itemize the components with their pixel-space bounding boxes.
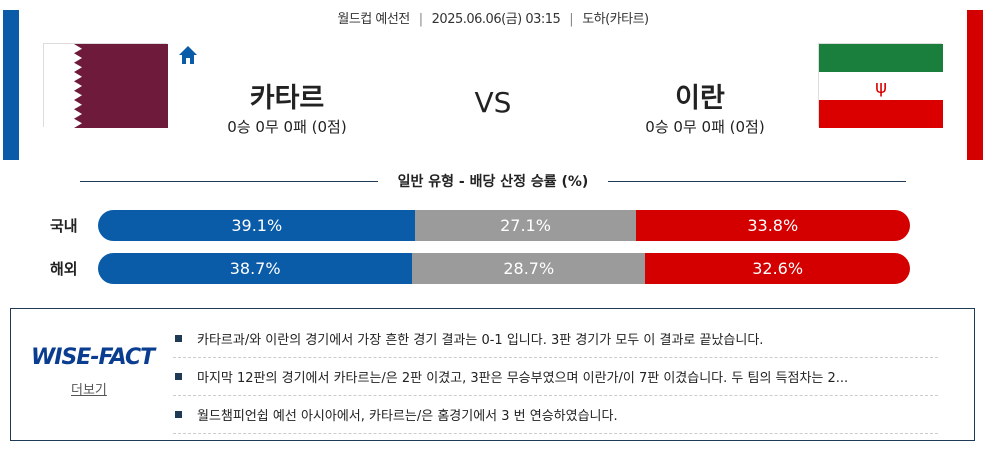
vs-label: VS — [474, 86, 512, 119]
divider — [608, 180, 906, 182]
fact-item: 카타르과/와 이란의 경기에서 가장 흔한 경기 결과는 0-1 입니다. 3판… — [173, 320, 938, 358]
bullet-icon — [175, 373, 182, 380]
fact-item: 마지막 12판의 경기에서 카타르는/은 2판 이겼고, 3판은 무승부였으며 … — [173, 358, 938, 396]
more-link[interactable]: 더보기 — [71, 383, 107, 398]
odds-bar: 38.7% 28.7% 32.6% — [98, 253, 910, 284]
fact-text: 월드챔피언쉽 예선 아시아에서, 카타르는/은 홈경기에서 3 번 연승하였습니… — [197, 409, 618, 424]
away-team-color-bar — [967, 10, 983, 160]
bullet-icon — [175, 335, 182, 342]
fact-item: 월드챔피언쉽 예선 아시아에서, 카타르는/은 홈경기에서 3 번 연승하였습니… — [173, 396, 938, 434]
home-team-color-bar — [3, 10, 19, 160]
venue: 도하(카타르) — [582, 12, 649, 27]
odds-section-header: 일반 유형 - 배당 산정 승률 (%) — [80, 171, 906, 191]
odds-row-domestic: 국내 39.1% 27.1% 33.8% — [50, 210, 910, 241]
fact-text: 카타르과/와 이란의 경기에서 가장 흔한 경기 결과는 0-1 입니다. 3판… — [197, 333, 764, 348]
home-win-segment: 38.7% — [98, 253, 413, 284]
wise-fact-logo: WISE-FACT — [31, 345, 155, 370]
home-team-name[interactable]: 카타르 — [249, 83, 325, 114]
odds-bar: 39.1% 27.1% 33.8% — [98, 210, 910, 241]
draw-segment: 28.7% — [412, 253, 646, 284]
home-win-segment: 39.1% — [98, 210, 416, 241]
home-team-record: 0승 0무 0패 (0점) — [227, 118, 347, 136]
away-win-segment: 33.8% — [635, 210, 910, 241]
match-datetime: 2025.06.06(금) 03:15 — [431, 12, 561, 27]
odds-title: 일반 유형 - 배당 산정 승률 (%) — [397, 174, 589, 190]
wise-fact-panel: WISE-FACT 더보기 카타르과/와 이란의 경기에서 가장 흔한 경기 결… — [10, 308, 975, 441]
match-info: 월드컵 예선전 | 2025.06.06(금) 03:15 | 도하(카타르) — [337, 12, 649, 27]
home-icon — [178, 45, 198, 70]
away-win-segment: 32.6% — [645, 253, 910, 284]
divider — [80, 180, 378, 182]
qatar-flag — [43, 43, 168, 128]
away-team-record: 0승 0무 0패 (0점) — [645, 118, 765, 136]
fact-text: 마지막 12판의 경기에서 카타르는/은 2판 이겼고, 3판은 무승부였으며 … — [197, 371, 849, 386]
odds-row-overseas: 해외 38.7% 28.7% 32.6% — [50, 253, 910, 284]
iran-flag: ψ — [818, 43, 943, 128]
competition: 월드컵 예선전 — [337, 12, 410, 27]
bullet-icon — [175, 411, 182, 418]
draw-segment: 27.1% — [415, 210, 636, 241]
odds-row-label: 해외 — [50, 260, 78, 278]
svg-text:ψ: ψ — [875, 77, 887, 98]
odds-row-label: 국내 — [50, 217, 78, 235]
away-team-name[interactable]: 이란 — [675, 83, 725, 114]
